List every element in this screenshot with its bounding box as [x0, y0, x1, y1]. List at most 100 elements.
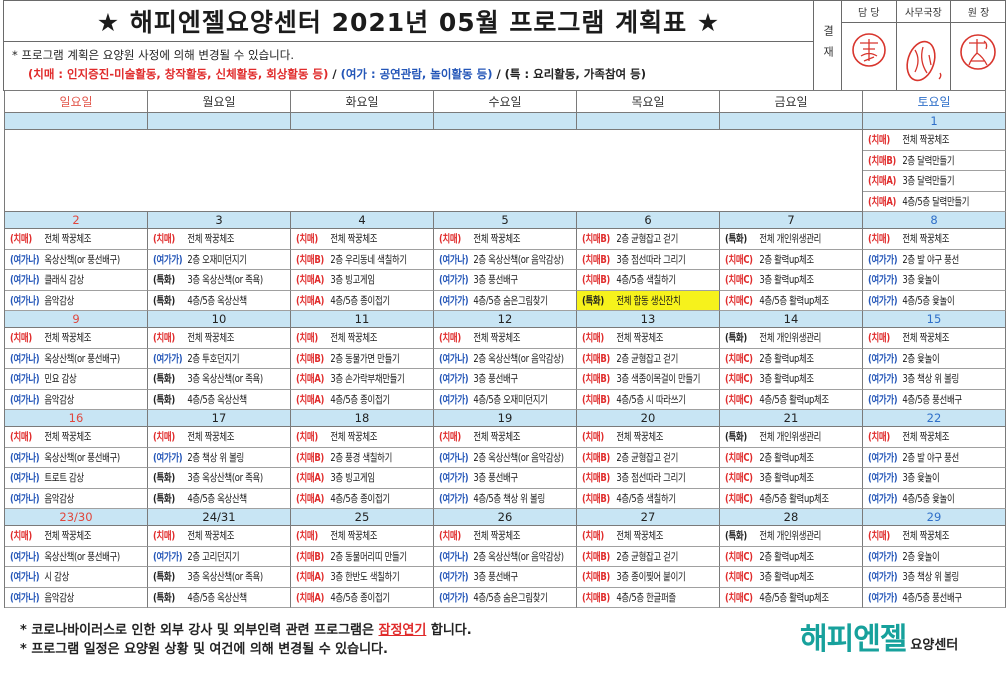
date-number: 6 [577, 212, 720, 229]
activity-tag: (치매C) [725, 274, 753, 287]
activity-text: 3층 점선따라 그리기 [616, 472, 686, 485]
activity-entry: (여가가) 4층/5층 풍선배구 [868, 590, 962, 605]
activity-text: 전체 개인위생관리 [759, 530, 822, 543]
activity-text: 3층 옥상산책(or 족욕) [187, 274, 263, 287]
activity-tag: (치매) [868, 134, 890, 147]
activity-entry: (여가가) 2층 오재미던지기 [153, 252, 247, 267]
approval-column-manager: 사무국장 [896, 1, 952, 91]
activity-tag: (치매) [10, 233, 32, 246]
activity-tag: (치매) [153, 332, 175, 345]
activity-tag: (치매) [296, 332, 318, 345]
activity-cell: (치매C) 4층/5층 활력up체조 [720, 389, 863, 410]
logo-suffix: 요양센터 [910, 638, 959, 653]
activity-cell: (여가가) 3층 풍선배구 [434, 468, 577, 489]
activity-cell: (여가가) 3층 책상 위 볼링 [863, 369, 1006, 390]
activity-cell: (여가가) 3층 책상 위 볼링 [863, 567, 1006, 588]
activity-tag: (치매) [439, 530, 461, 543]
approval-role: 담 당 [842, 1, 896, 23]
activity-text: 전체 개인위생관리 [759, 233, 822, 246]
activity-entry: (치매B) 2층 균형잡고 걷기 [582, 231, 678, 246]
activity-tag: (치매A) [296, 591, 325, 604]
activity-entry: (치매C) 3층 활력up체조 [725, 569, 814, 584]
activity-cell: (치매A) 4층/5층 종이접기 [291, 389, 434, 410]
activity-cell: (치매) 전체 짝꿍체조 [863, 328, 1006, 349]
activity-entry: (치매C) 2층 활력up체조 [725, 549, 814, 564]
activity-text: 전체 짝꿍체조 [616, 332, 664, 345]
activity-entry: (치매C) 4층/5층 활력up체조 [725, 590, 829, 605]
activity-cell: (치매B) 2층 풍경 색칠하기 [291, 447, 434, 468]
activity-text: 전체 짝꿍체조 [330, 431, 378, 444]
activity-cell: (치매B) 4층/5층 색칠하기 [577, 488, 720, 509]
activity-cell: (치매B) 2층 균형잡고 걷기 [577, 229, 720, 250]
activity-text: 4층/5층 활력up체조 [759, 393, 829, 406]
activity-cell: (여가가) 4층/5층 풍선배구 [863, 389, 1006, 410]
activity-tag: (치매A) [296, 274, 325, 287]
activity-tag: (치매B) [582, 591, 610, 604]
logo-name: 해피엔젤 [800, 622, 907, 657]
activity-tag: (치매) [439, 233, 461, 246]
activity-cell: (특화) 4층/5층 옥상산책 [148, 290, 291, 311]
activity-entry: (치매) 전체 짝꿍체조 [296, 429, 378, 444]
activity-cell: (치매B) 4층/5층 색칠하기 [577, 270, 720, 291]
activity-text: 4층/5층 종이접기 [330, 393, 390, 406]
date-number: 7 [720, 212, 863, 229]
activity-cell: (특화) 3층 옥상산책(or 족욕) [148, 567, 291, 588]
activity-entry: (치매) 전체 짝꿍체조 [153, 528, 235, 543]
activity-text: 전체 짝꿍체조 [473, 233, 521, 246]
activity-cell: (치매A) 4층/5층 종이접기 [291, 488, 434, 509]
activity-cell: (여가나) 2층 옥상산책(or 음악감상) [434, 546, 577, 567]
activity-entry: (치매) 전체 짝꿍체조 [439, 330, 521, 345]
activity-cell: (치매A) 4층/5층 달력만들기 [863, 191, 1006, 212]
activity-tag: (여가가) [439, 393, 469, 406]
activity-cell: (치매C) 3층 활력up체조 [720, 270, 863, 291]
date-number: 13 [577, 311, 720, 328]
activity-cell: (치매) 전체 짝꿍체조 [5, 526, 148, 547]
activity-entry: (특화) 전체 개인위생관리 [725, 330, 821, 345]
activity-entry: (치매B) 4층/5층 색칠하기 [582, 272, 676, 287]
activity-tag: (특화) [725, 431, 747, 444]
activity-cell: (치매C) 2층 활력up체조 [720, 249, 863, 270]
activity-entry: (치매) 전체 짝꿍체조 [439, 528, 521, 543]
activity-text: 4층/5층 윷놀이 [902, 492, 955, 505]
activity-text: 옥상산책(or 풍선배구) [44, 352, 120, 365]
activity-cell: (치매) 전체 짝꿍체조 [148, 229, 291, 250]
activity-entry: (특화) 전체 개인위생관리 [725, 429, 821, 444]
activity-cell: (여가가) 3층 풍선배구 [434, 369, 577, 390]
activity-tag: (여가가) [153, 253, 183, 266]
activity-cell: (치매) 전체 짝꿍체조 [577, 328, 720, 349]
activity-tag: (특화) [153, 274, 175, 287]
date-number: 12 [434, 311, 577, 328]
activity-cell: (치매C) 3층 활력up체조 [720, 468, 863, 489]
activity-text: 2층 발 야구 풍선 [902, 253, 959, 266]
activity-tag: (여가가) [439, 492, 469, 505]
activity-entry: (치매C) 2층 활력up체조 [725, 252, 814, 267]
approval-role: 원 장 [951, 1, 1006, 23]
activity-cell: (여가가) 4층/5층 풍선배구 [863, 587, 1006, 608]
date-number: 26 [434, 509, 577, 526]
activity-tag: (치매) [582, 530, 604, 543]
approval-column-staff: 담 당 [842, 1, 897, 91]
activity-tag: (치매B) [296, 451, 324, 464]
activity-entry: (치매B) 2층 동물머리띠 만들기 [296, 549, 407, 564]
activity-entry: (치매A) 3층 한반도 색칠하기 [296, 569, 400, 584]
activity-text: 2층 활력up체조 [759, 352, 814, 365]
activity-entry: (치매B) 2층 동물가면 만들기 [296, 351, 400, 366]
activity-entry: (치매B) 4층/5층 색칠하기 [582, 491, 676, 506]
activity-tag: (여가가) [868, 393, 898, 406]
activity-entry: (치매A) 4층/5층 종이접기 [296, 590, 390, 605]
footer-covid-text-end: 합니다. [426, 623, 472, 638]
activity-tag: (특화) [725, 530, 747, 543]
activity-text: 2층 옥상산책(or 음악감상) [473, 451, 564, 464]
activity-entry: (치매A) 4층/5층 종이접기 [296, 491, 390, 506]
activity-text: 4층/5층 풍선배구 [902, 393, 962, 406]
activity-cell: (여가가) 4층/5층 오재미던지기 [434, 389, 577, 410]
activity-tag: (여가가) [868, 492, 898, 505]
activity-tag: (여가나) [10, 373, 40, 386]
document-header: ★ 해피엔젤요양센터 2021년 05월 프로그램 계획표 ★ * 프로그램 계… [3, 0, 1006, 91]
activity-cell: (치매B) 2층 균형잡고 걷기 [577, 348, 720, 369]
date-number: 24/31 [148, 509, 291, 526]
activity-text: 2층 달력만들기 [902, 154, 955, 167]
activity-tag: (여가가) [868, 373, 898, 386]
activity-entry: (여가가) 4층/5층 숨은그림찾기 [439, 293, 548, 308]
activity-text: 3층 윷놀이 [902, 472, 940, 485]
